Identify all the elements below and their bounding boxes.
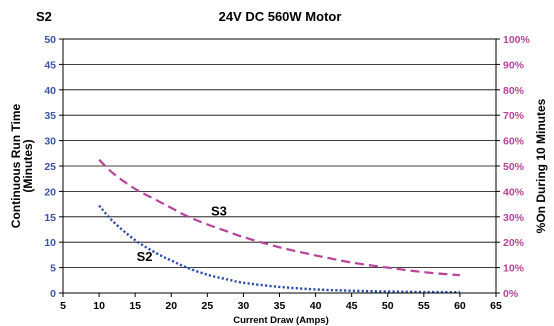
x-tick-label: 55 — [418, 300, 430, 312]
y-left-tick-label: 50 — [44, 34, 56, 46]
plot-frame — [62, 38, 497, 294]
series-label-s3: S3 — [211, 204, 227, 219]
y-right-tick-label: 100% — [503, 34, 531, 46]
x-tick-label: 5 — [60, 300, 66, 312]
y-left-tick-label: 25 — [44, 161, 56, 173]
x-tick-label: 30 — [238, 300, 250, 312]
series-line-s3 — [98, 158, 460, 277]
y-right-tick-label: 60% — [503, 136, 525, 148]
x-tick-label: 20 — [165, 300, 177, 312]
series-lines — [98, 158, 460, 294]
corner-label: S2 — [36, 9, 52, 24]
x-tick-label: 15 — [129, 300, 141, 312]
x-tick-label: 60 — [454, 300, 466, 312]
x-tick-label: 25 — [201, 300, 213, 312]
y-right-tick-label: 40% — [503, 186, 525, 198]
series-labels: S3 S2 — [137, 204, 227, 264]
y-right-tick-label: 0% — [503, 288, 519, 300]
y-left-tick-label: 40 — [44, 85, 56, 97]
x-tick-label: 40 — [310, 300, 322, 312]
y-left-label-line2: (Minutes) — [21, 139, 35, 192]
x-tick-label: 45 — [346, 300, 358, 312]
x-tick-label: 65 — [490, 300, 502, 312]
y-left-tick-label: 30 — [44, 136, 56, 148]
y-right-tick-label: 90% — [503, 59, 525, 71]
y-left-tick-label: 0 — [50, 288, 56, 300]
x-axis-label: Current Draw (Amps) — [233, 315, 329, 326]
y-left-tick-label: 45 — [44, 59, 56, 71]
y-right-tick-label: 10% — [503, 263, 525, 275]
y-left-tick-label: 5 — [50, 263, 56, 275]
x-tick-label: 50 — [382, 300, 394, 312]
x-tick-label: 10 — [93, 300, 105, 312]
chart-title: 24V DC 560W Motor — [219, 9, 342, 24]
x-tick-label: 35 — [274, 300, 286, 312]
x-axis-ticks: 5 10 15 20 25 30 35 40 45 50 55 60 65 — [60, 293, 502, 312]
y-left-label-line1: Continuous Run Time — [9, 103, 23, 228]
y-right-tick-label: 50% — [503, 161, 525, 173]
series-line-s2 — [98, 204, 460, 294]
y-right-tick-label: 30% — [503, 212, 525, 224]
y-right-tick-label: 70% — [503, 110, 525, 122]
y-left-tick-label: 35 — [44, 110, 56, 122]
y-right-tick-label: 20% — [503, 237, 525, 249]
y-left-tick-label: 10 — [44, 237, 56, 249]
y-right-axis-ticks: 0% 10% 20% 30% 40% 50% 60% 70% 80% 90% 100% — [496, 34, 531, 300]
y-left-tick-label: 20 — [44, 186, 56, 198]
series-label-s2: S2 — [137, 249, 153, 264]
y-right-tick-label: 80% — [503, 85, 525, 97]
y-left-axis-ticks: 0 5 10 15 20 25 30 35 40 45 50 — [44, 34, 63, 300]
y-right-label: %On During 10 Minutes — [534, 98, 548, 233]
y-left-tick-label: 15 — [44, 212, 56, 224]
